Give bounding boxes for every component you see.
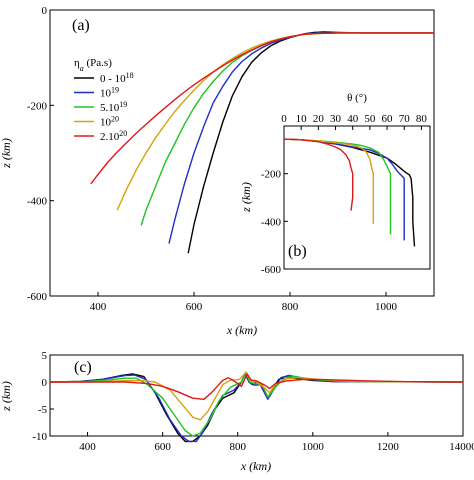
panel-a-lines xyxy=(90,31,434,254)
x-tick-label: 400 xyxy=(79,441,96,453)
x-tick-label: 30 xyxy=(330,113,342,125)
panel-b-frame xyxy=(283,125,431,270)
y-tick-label: -400 xyxy=(27,196,48,208)
x-tick-label: 600 xyxy=(154,441,171,453)
x-tick-label: 800 xyxy=(229,441,246,453)
panel-c-ylabel: z (km) xyxy=(0,381,13,412)
panel-b: 0 10 20 30 40 50 60 70 80-200-400-600 (b) θ (°) … xyxy=(239,92,431,276)
x-tick-label: 1000 xyxy=(302,441,325,453)
x-tick-label: 20 xyxy=(313,113,325,125)
y-tick-label: 5 xyxy=(42,350,48,362)
panel-c-xlabel: x (km) xyxy=(240,459,271,473)
panel-a-frame xyxy=(49,9,435,297)
x-tick-label: 600 xyxy=(186,301,203,313)
legend-entry: 5.1019 xyxy=(100,100,127,115)
series-line-4 xyxy=(90,32,434,185)
x-tick-label: 400 xyxy=(90,301,107,313)
series-line-3 xyxy=(50,371,464,421)
x-tick-label: 40 xyxy=(347,113,359,125)
panel-b-label: (b) xyxy=(288,243,307,260)
y-tick-label: 0 xyxy=(42,377,48,389)
panel-b-background xyxy=(284,126,430,269)
y-tick-label: -200 xyxy=(27,100,48,112)
y-tick-label: 0 xyxy=(42,5,48,17)
y-tick-label: -200 xyxy=(261,169,282,181)
panel-c-ticks: 400 600 800 1000 1200 14000 5 0 -5 -10 xyxy=(32,350,474,453)
x-tick-label: 10 xyxy=(296,113,308,125)
panel-a-label: (a) xyxy=(72,17,90,34)
legend-title: ηa (Pa.s) xyxy=(74,57,112,73)
panel-a-ylabel: z (km) xyxy=(0,138,13,169)
x-tick-label: 60 xyxy=(382,113,394,125)
legend-entry: 1020 xyxy=(100,114,119,129)
x-tick-label: 14000 xyxy=(449,441,474,453)
series-line-4 xyxy=(283,138,354,211)
series-line-4 xyxy=(50,373,464,400)
y-tick-label: -400 xyxy=(261,216,282,228)
panel-c-frame xyxy=(49,354,464,437)
y-tick-label: -600 xyxy=(27,291,48,303)
series-line-1 xyxy=(283,138,405,241)
legend-entry: 1019 xyxy=(100,85,119,100)
legend-entry: 0 - 1018 xyxy=(100,71,134,86)
panel-a-xlabel: x (km) xyxy=(226,323,257,337)
panel-c: 400 600 800 1000 1200 14000 5 0 -5 -10 (c) x (km)… xyxy=(0,350,474,473)
panel-b-ylabel: z (km) xyxy=(239,182,253,213)
panel-c-lines xyxy=(49,371,464,443)
legend-entry: 2.1020 xyxy=(100,129,127,144)
x-tick-label: 800 xyxy=(282,301,299,313)
x-tick-label: 1200 xyxy=(377,441,400,453)
panel-b-xlabel: θ (°) xyxy=(347,92,367,104)
x-tick-label: 80 xyxy=(416,113,428,125)
y-tick-label: -5 xyxy=(38,404,48,416)
panel-b-ticks: 0 10 20 30 40 50 60 70 80 -200 -400 -600 xyxy=(261,113,428,276)
x-tick-label: 50 xyxy=(364,113,376,125)
x-tick-label: 1000 xyxy=(375,301,398,313)
y-tick-label: -10 xyxy=(32,431,47,443)
series-line-1 xyxy=(49,372,464,443)
x-tick-label: 0 xyxy=(281,113,287,125)
panel-b-lines xyxy=(283,138,416,247)
panel-c-label: (c) xyxy=(74,359,92,376)
x-tick-label: 70 xyxy=(399,113,411,125)
y-tick-label: -600 xyxy=(261,264,282,276)
